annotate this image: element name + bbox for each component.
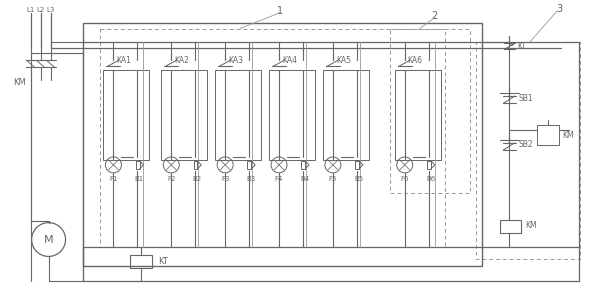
Text: B3: B3 bbox=[246, 176, 256, 182]
Text: M: M bbox=[44, 234, 54, 245]
Text: KA3: KA3 bbox=[228, 56, 243, 65]
Bar bbox=[135, 161, 140, 169]
Text: KM: KM bbox=[13, 78, 25, 87]
Text: 3: 3 bbox=[557, 4, 562, 14]
Text: KA1: KA1 bbox=[117, 56, 131, 65]
Text: F3: F3 bbox=[221, 176, 229, 182]
Text: F4: F4 bbox=[275, 176, 283, 182]
Text: KA2: KA2 bbox=[174, 56, 189, 65]
Text: L1: L1 bbox=[27, 7, 35, 13]
Text: KM: KM bbox=[562, 131, 574, 139]
Bar bbox=[104, 70, 150, 160]
Text: F1: F1 bbox=[109, 176, 118, 182]
Text: B5: B5 bbox=[355, 176, 363, 182]
Text: 2: 2 bbox=[432, 11, 438, 21]
Bar bbox=[101, 29, 445, 247]
Bar bbox=[427, 161, 431, 169]
Text: KT: KT bbox=[518, 42, 527, 51]
Text: B6: B6 bbox=[426, 176, 435, 182]
Text: KM: KM bbox=[525, 221, 537, 230]
Bar bbox=[194, 161, 197, 169]
Text: B2: B2 bbox=[193, 176, 202, 182]
Text: F6: F6 bbox=[401, 176, 409, 182]
Bar bbox=[82, 23, 482, 266]
Text: B1: B1 bbox=[135, 176, 144, 182]
Text: SB2: SB2 bbox=[518, 141, 533, 150]
Bar bbox=[161, 70, 207, 160]
Bar bbox=[475, 42, 580, 259]
Bar bbox=[302, 161, 305, 169]
Bar bbox=[130, 255, 153, 268]
Bar bbox=[390, 29, 469, 193]
Text: F5: F5 bbox=[329, 176, 337, 182]
Bar bbox=[395, 70, 441, 160]
Bar bbox=[323, 70, 369, 160]
Text: KT: KT bbox=[158, 257, 168, 266]
Text: SB1: SB1 bbox=[518, 94, 533, 103]
Text: KA6: KA6 bbox=[408, 56, 423, 65]
Bar bbox=[499, 220, 521, 232]
Text: 1: 1 bbox=[277, 6, 283, 16]
Bar bbox=[269, 70, 315, 160]
Text: B4: B4 bbox=[300, 176, 310, 182]
Bar bbox=[247, 161, 252, 169]
Text: F2: F2 bbox=[167, 176, 176, 182]
Text: L2: L2 bbox=[37, 7, 45, 13]
Bar bbox=[355, 161, 359, 169]
Text: L3: L3 bbox=[47, 7, 55, 13]
Text: KA5: KA5 bbox=[336, 56, 351, 65]
Bar bbox=[537, 125, 560, 145]
Text: KA4: KA4 bbox=[282, 56, 297, 65]
Bar bbox=[215, 70, 261, 160]
